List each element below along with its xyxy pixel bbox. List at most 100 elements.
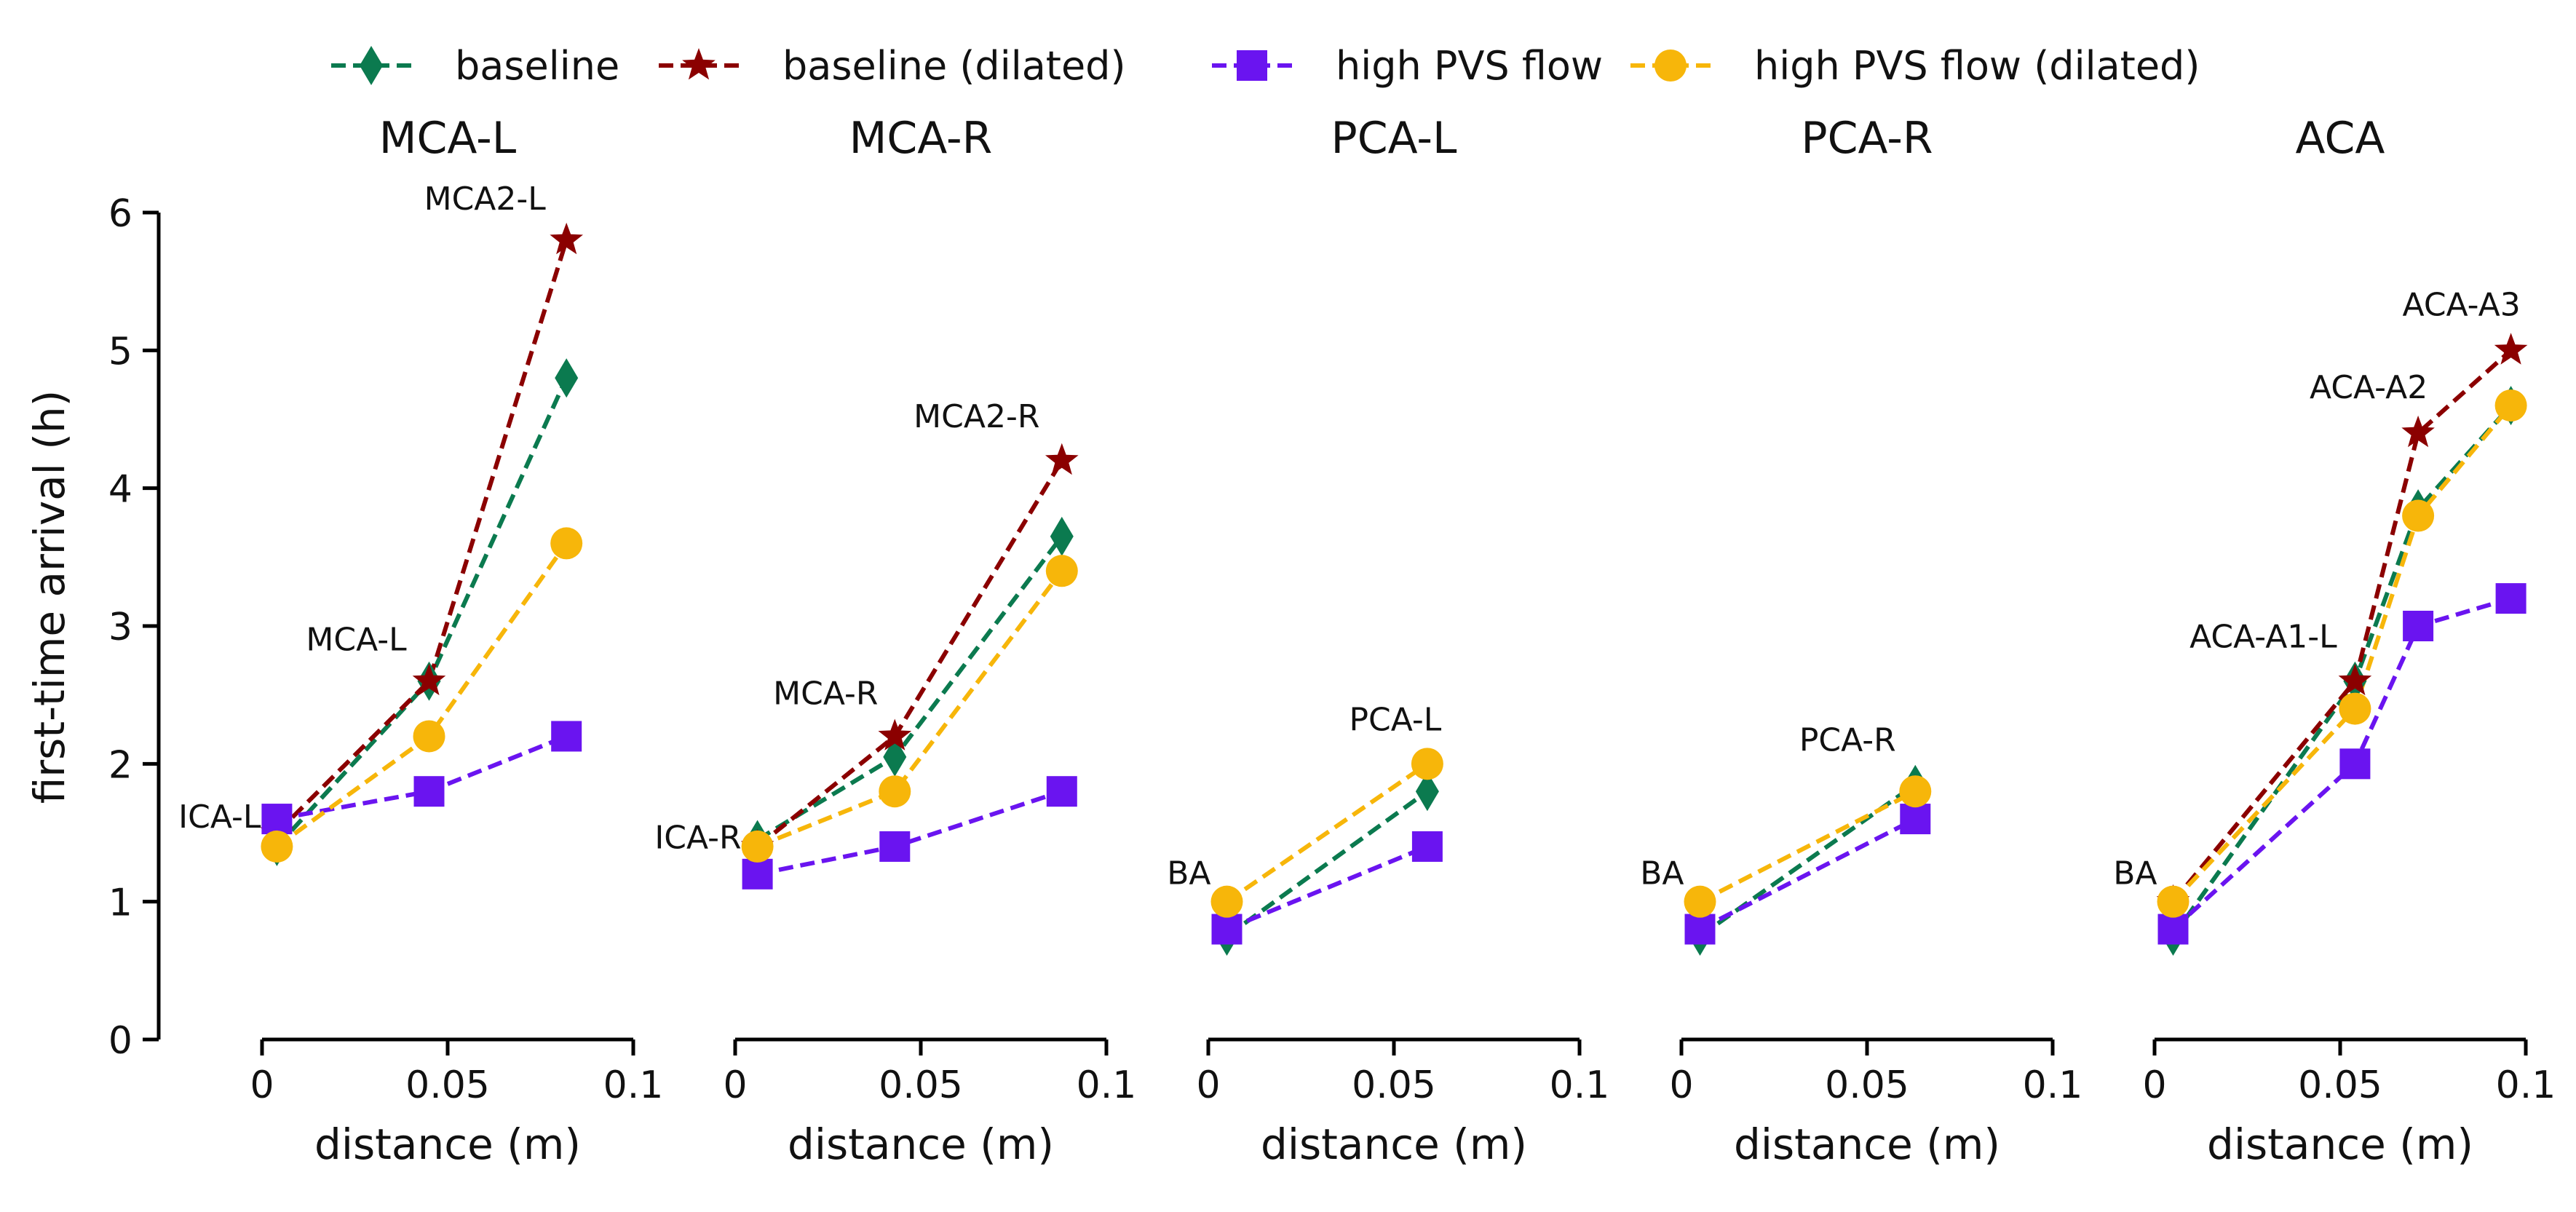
x-tick-label: 0.1 [1077,1064,1137,1107]
panel-mca-l: MCA-L 0 0.05 0.1 distance (m) ICA-L MCA-L MCA2-… [178,113,663,1169]
data-point-baseline [555,358,579,398]
data-point-baseline-dilated- [2338,663,2372,696]
legend: baseline baseline (dilated) high PVS flow h… [331,43,2200,89]
point-label: ACA-A1-L [2189,619,2337,656]
data-point-baseline-dilated- [1045,443,1079,475]
point-label: ACA-A3 [2403,286,2521,323]
series-line-baseline-dilated- [2171,349,2513,903]
x-tick-label: 0.05 [2298,1064,2382,1107]
point-label: MCA2-L [424,181,547,218]
panel-title: MCA-R [849,113,993,164]
panel-mca-r: MCA-R 0 0.05 0.1 distance (m) ICA-R MCA-R MCA2-… [654,113,1136,1169]
x-tick-label: 0.05 [879,1064,963,1107]
x-axis-label: distance (m) [2207,1120,2473,1169]
point-label: MCA-L [306,622,407,659]
x-tick-label: 0 [723,1064,747,1107]
data-point-high-pvs-flow-dilated- [2157,885,2189,918]
legend-marker [1237,50,1267,81]
data-point-high-pvs-flow [2339,748,2371,780]
data-point-high-pvs-flow [1046,776,1077,807]
data-point-high-pvs-flow [742,858,773,890]
x-axis-label: distance (m) [1734,1120,2000,1169]
point-label: ICA-L [178,799,261,836]
point-label: MCA-R [773,675,878,712]
data-point-high-pvs-flow [1411,831,1443,862]
data-point-high-pvs-flow-dilated- [550,527,583,560]
x-tick-label: 0.1 [603,1064,664,1107]
data-point-high-pvs-flow-dilated- [741,830,774,863]
series-lines [756,459,1064,876]
x-tick-label: 0.05 [405,1064,490,1107]
point-label: PCA-L [1350,701,1442,738]
legend-marker [360,46,383,85]
x-tick-label: 0 [1196,1064,1220,1107]
series-line-baseline-dilated- [275,239,569,835]
data-point-high-pvs-flow-dilated- [413,720,445,753]
x-tick-label: 0.05 [1352,1064,1436,1107]
series-line-high-pvs-flow [1699,817,1917,932]
x-tick-label: 0.05 [1825,1064,1909,1107]
legend-label: high PVS flow [1336,43,1603,89]
series-line-high-pvs-flow-dilated- [1699,789,1917,904]
data-point-baseline-dilated- [412,663,446,696]
x-tick-label: 0 [2142,1064,2166,1107]
series-line-baseline [1225,789,1429,938]
series-markers [1210,748,1443,956]
legend-label: baseline (dilated) [782,43,1126,89]
data-point-baseline-dilated- [550,222,583,255]
data-point-high-pvs-flow [1211,914,1243,945]
series-lines [1698,783,1917,938]
point-label: BA [1640,855,1684,892]
series-markers [260,222,583,866]
x-tick-label: 0.1 [2496,1064,2556,1107]
legend-entry: baseline [331,43,619,89]
series-markers [2156,333,2528,956]
legend-entry: baseline (dilated) [659,43,1126,89]
data-point-high-pvs-flow-dilated- [2402,499,2435,532]
y-axis: 0 1 2 3 4 5 6 first-time arrival (h) [25,192,161,1063]
y-tick-label: 6 [108,192,132,236]
data-point-baseline [1415,772,1439,812]
legend-label: high PVS flow (dilated) [1754,43,2200,89]
legend-marker [1654,49,1687,82]
x-axis-label: distance (m) [314,1120,581,1169]
panel-title: PCA-L [1331,113,1457,164]
data-point-high-pvs-flow [1900,804,1931,835]
series-line-high-pvs-flow-dilated- [2171,404,2513,903]
panels: MCA-L 0 0.05 0.1 distance (m) ICA-L MCA-L MCA2-… [178,113,2556,1169]
data-point-high-pvs-flow [413,776,445,807]
panel-title: ACA [2296,113,2385,164]
data-point-high-pvs-flow [1684,914,1716,945]
panel-aca: ACA 0 0.05 0.1 distance (m) BA ACA-A1-L ACA-A2 A… [2113,113,2556,1169]
x-tick-label: 0 [250,1064,274,1107]
data-point-high-pvs-flow [879,831,911,862]
data-point-high-pvs-flow-dilated- [1684,885,1716,918]
panel-pca-r: PCA-R 0 0.05 0.1 distance (m) BA PCA-R [1640,113,2082,1169]
x-tick-label: 0.1 [2023,1064,2083,1107]
point-label: BA [1167,855,1210,892]
legend-entry: high PVS flow [1212,43,1603,89]
y-axis-label: first-time arrival (h) [25,390,74,804]
data-point-high-pvs-flow-dilated- [2339,692,2371,725]
data-point-high-pvs-flow-dilated- [1045,555,1078,587]
y-tick-label: 5 [108,330,132,373]
series-lines [2171,349,2513,938]
series-lines [275,239,569,849]
y-tick-label: 0 [108,1019,132,1063]
data-point-high-pvs-flow-dilated- [1411,748,1443,780]
series-markers [740,443,1079,890]
data-point-high-pvs-flow [551,721,582,752]
x-tick-label: 0.1 [1550,1064,1610,1107]
data-point-high-pvs-flow-dilated- [261,830,293,863]
point-label: ACA-A2 [2310,369,2428,406]
y-tick-label: 4 [108,468,132,512]
panel-title: PCA-R [1801,113,1933,164]
data-point-high-pvs-flow [2157,914,2189,945]
point-label: ICA-R [654,819,741,856]
data-point-high-pvs-flow-dilated- [1210,885,1243,918]
panel-pca-l: PCA-L 0 0.05 0.1 distance (m) BA PCA-L [1167,113,1609,1169]
point-label: BA [2113,855,2157,892]
panel-title: MCA-L [379,113,517,164]
data-point-high-pvs-flow-dilated- [1899,775,1932,808]
